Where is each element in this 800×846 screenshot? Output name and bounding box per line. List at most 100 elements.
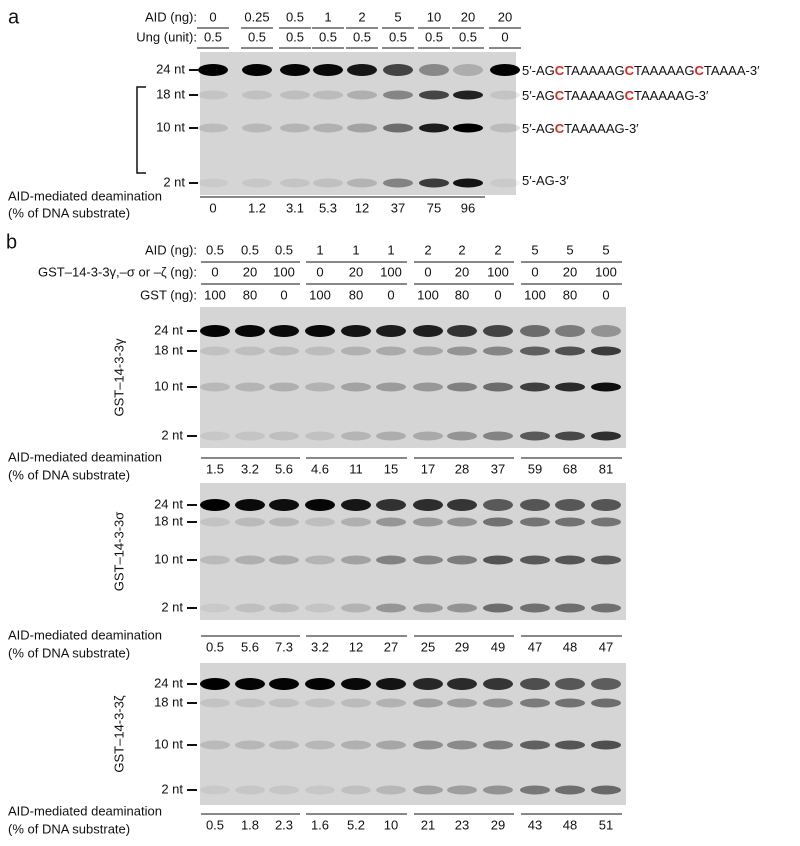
band — [413, 517, 443, 527]
row-value: 0 — [280, 287, 287, 302]
band — [383, 64, 413, 76]
band — [347, 123, 377, 133]
band — [413, 325, 443, 337]
band — [305, 785, 335, 795]
band — [591, 499, 621, 511]
row-value: 10 — [427, 9, 441, 24]
marker-label: 2 nt — [161, 427, 183, 442]
band — [280, 90, 310, 100]
deamination-value: 17 — [421, 461, 435, 476]
row-value: 0.5 — [275, 242, 293, 257]
deamination-value: 96 — [461, 200, 475, 215]
band — [483, 698, 513, 708]
band — [305, 678, 335, 690]
sequence-part: 5′-AG — [522, 88, 555, 103]
deamination-value: 0.5 — [206, 817, 224, 832]
sequence: 5′-AG-3′ — [522, 173, 569, 188]
band — [483, 346, 513, 356]
band — [341, 325, 371, 337]
band — [490, 123, 520, 133]
band — [200, 555, 230, 565]
band — [591, 678, 621, 690]
band — [376, 346, 406, 356]
row-value: 2 — [424, 242, 431, 257]
band — [483, 499, 513, 511]
deamination-label: AID-mediated deamination — [8, 188, 162, 203]
panel-label: b — [6, 231, 17, 253]
marker-label: 18 nt — [154, 513, 183, 528]
deamination-label: (% of DNA substrate) — [8, 205, 130, 220]
bracket — [136, 86, 146, 174]
row-value: 2 — [458, 242, 465, 257]
deamination-value: 1.8 — [241, 817, 259, 832]
band — [305, 325, 335, 337]
row-value: 0 — [494, 287, 501, 302]
row-value: 20 — [498, 9, 512, 24]
band — [591, 698, 621, 708]
sequence: 5′-AGCTAAAAAGCTAAAAAG-3′ — [522, 88, 709, 103]
deamination-label: (% of DNA substrate) — [8, 821, 130, 836]
band — [555, 740, 585, 750]
band — [483, 678, 513, 690]
band — [305, 499, 335, 511]
band — [591, 740, 621, 750]
band — [447, 603, 477, 613]
band — [483, 517, 513, 527]
band — [413, 499, 443, 511]
band — [242, 90, 272, 100]
band — [483, 785, 513, 795]
band — [591, 346, 621, 356]
band — [242, 178, 272, 188]
row-value: 0 — [209, 9, 216, 24]
band — [376, 785, 406, 795]
band — [235, 346, 265, 356]
marker-label: 18 nt — [154, 342, 183, 357]
deamination-value: 29 — [455, 639, 469, 654]
band — [591, 603, 621, 613]
band — [453, 90, 483, 100]
row-value: 100 — [595, 264, 617, 279]
row-value: 0 — [316, 264, 323, 279]
deamination-label: AID-mediated deamination — [8, 803, 162, 818]
marker-label: 10 nt — [154, 736, 183, 751]
band — [242, 123, 272, 133]
band — [235, 517, 265, 527]
row-value: 0 — [387, 287, 394, 302]
band — [419, 178, 449, 188]
deamination-value: 3.2 — [311, 639, 329, 654]
band — [555, 785, 585, 795]
band — [520, 499, 550, 511]
row-label: Ung (unit): — [136, 29, 197, 44]
band — [280, 64, 310, 76]
deamination-value: 5.2 — [347, 817, 365, 832]
row-value: 20 — [349, 264, 363, 279]
band — [520, 740, 550, 750]
sequence-part: TAAAAAG — [564, 88, 624, 103]
deamination-value: 37 — [391, 200, 405, 215]
band — [200, 325, 230, 337]
band — [520, 431, 550, 441]
deamination-value: 28 — [455, 461, 469, 476]
sequence-part: TAAAA-3′ — [704, 63, 760, 78]
band — [341, 517, 371, 527]
band — [383, 90, 413, 100]
band — [447, 431, 477, 441]
row-value: 20 — [243, 264, 257, 279]
row-value: 0 — [424, 264, 431, 279]
deamination-value: 49 — [491, 639, 505, 654]
marker-label: 24 nt — [156, 61, 185, 76]
band — [313, 123, 343, 133]
band — [341, 555, 371, 565]
band — [347, 90, 377, 100]
band — [305, 346, 335, 356]
band — [453, 178, 483, 188]
band — [341, 785, 371, 795]
sequence-part: 5′-AG — [522, 63, 555, 78]
band — [555, 517, 585, 527]
band — [383, 123, 413, 133]
deamination-value: 25 — [421, 639, 435, 654]
row-label: AID (ng): — [145, 9, 197, 24]
row-value: 0.5 — [353, 29, 371, 44]
band — [198, 64, 228, 76]
